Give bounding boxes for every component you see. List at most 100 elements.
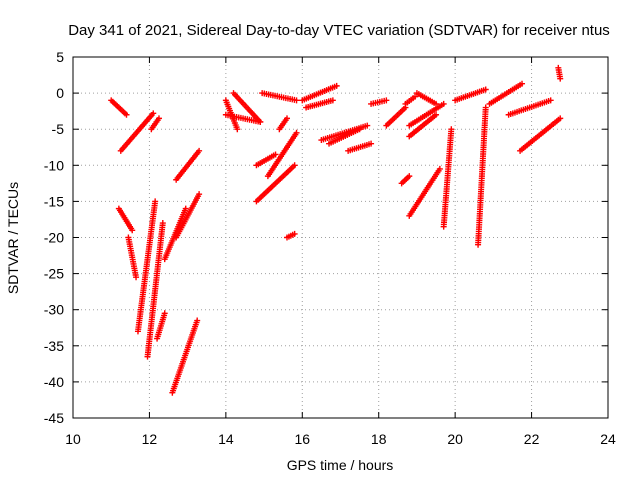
series-arc16 [259,90,300,104]
y-tick-label: -30 [44,302,64,318]
y-tick-label: 0 [56,85,64,101]
x-tick-label: 24 [600,431,616,447]
series-arc20 [253,162,298,205]
series-arc02 [117,110,157,154]
series-arc17 [276,115,290,133]
x-tick-label: 16 [294,431,310,447]
data-point [356,126,363,133]
series-arc38 [486,80,526,107]
chart-title: Day 341 of 2021, Sidereal Day-to-day VTE… [68,22,610,39]
data-point [368,140,375,147]
data-point [293,129,300,136]
x-tick-label: 22 [524,431,540,447]
data-point [129,227,136,234]
series-arc18 [253,151,279,169]
series-arc25 [326,126,363,147]
series-arc21 [284,230,298,241]
data-point [194,317,201,324]
data-point [150,110,157,117]
x-tick-labels: 10 12 14 16 18 20 22 24 [65,431,616,447]
series-arc03 [148,115,162,133]
data-point [293,97,300,104]
data-point [412,93,419,100]
x-tick-label: 12 [142,431,158,447]
data-point [547,97,554,104]
data-point [152,198,159,205]
data-point [440,100,447,107]
data-point [329,97,336,104]
data-point [383,97,390,104]
y-tick-label: -5 [52,121,65,137]
y-tick-label: -10 [44,157,64,173]
data-point [406,173,413,180]
data-point [123,111,130,118]
y-tick-label: -15 [44,193,64,209]
series-arc01 [108,97,130,118]
series-arc34 [406,111,440,140]
series-arc09 [161,205,189,263]
data-point [196,147,203,154]
data-point [159,220,166,227]
data-point [519,80,526,87]
series-arc10 [173,191,203,241]
data-point [433,111,440,118]
x-tick-label: 18 [371,431,387,447]
series-arc30 [398,173,413,187]
data-points [108,64,564,396]
data-point [257,118,264,125]
series-arc35 [440,126,455,230]
data-point [155,115,162,122]
y-tick-label: -20 [44,230,64,246]
series-arc08 [154,310,168,342]
data-point [448,126,455,133]
series-arc29 [402,93,419,107]
y-tick-label: 5 [56,49,64,65]
data-point [234,126,241,133]
series-arc11 [169,317,201,396]
y-tick-label: -25 [44,266,64,282]
y-axis-label: SDTVAR / TECUs [5,182,21,294]
series-arc36 [452,86,489,104]
data-point [284,115,290,122]
x-axis-label: GPS time / hours [287,457,394,473]
series-arc26 [345,140,375,154]
series-arc31 [406,165,443,219]
series-arc28 [383,104,409,129]
data-point [272,151,279,158]
data-point [482,104,489,111]
series-arc05 [125,234,140,281]
data-point [482,86,489,93]
y-tick-label: -45 [44,410,64,426]
x-tick-label: 20 [447,431,463,447]
data-point [182,205,189,212]
y-tick-label: -40 [44,374,64,390]
series-arc39 [505,97,554,118]
y-tick-label: -35 [44,338,64,354]
series-arc23 [303,97,336,111]
data-point [364,122,371,129]
data-point [557,75,564,82]
series-arc15 [222,111,264,125]
data-point [433,100,440,107]
series-arc41 [555,64,564,82]
series-arc06 [134,198,159,335]
data-point [436,165,443,172]
data-point [161,310,168,317]
data-point [196,191,203,198]
series-arc33 [413,90,440,107]
series-arc07 [144,220,166,360]
series-arc24 [318,122,371,144]
series-arc12 [173,147,203,183]
x-tick-label: 10 [65,431,81,447]
data-point [333,82,340,89]
data-point [133,274,140,281]
plot-frame [72,56,609,419]
data-point [291,162,298,169]
series-arc19 [264,129,300,180]
series-arc37 [475,104,489,248]
series-arc22 [299,82,340,104]
series-arc27 [368,97,390,107]
data-point [291,230,298,237]
series-arc40 [517,115,564,154]
series-arc04 [115,205,136,234]
